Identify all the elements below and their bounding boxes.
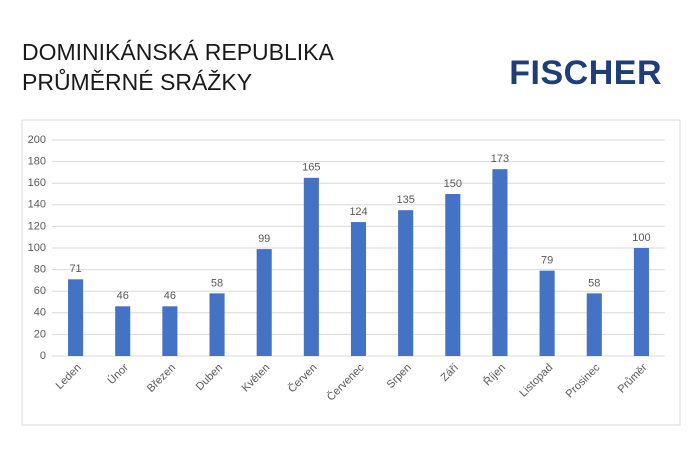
bar bbox=[68, 279, 84, 356]
y-tick-label: 60 bbox=[34, 285, 46, 297]
chart-subtitle: PRŮMĚRNÉ SRÁŽKY bbox=[22, 67, 252, 95]
bar bbox=[303, 177, 319, 356]
x-tick-label: Prosinec bbox=[564, 361, 603, 400]
x-tick-label: Říjen bbox=[481, 361, 508, 388]
y-tick-label: 120 bbox=[28, 220, 46, 232]
x-tick-label: Únor bbox=[105, 361, 131, 387]
x-tick-label: Září bbox=[439, 362, 461, 384]
x-tick-label: Červenec bbox=[324, 361, 367, 404]
y-tick-label: 200 bbox=[28, 134, 46, 146]
y-tick-label: 80 bbox=[34, 264, 46, 276]
bar bbox=[539, 270, 555, 356]
x-tick-label: Srpen bbox=[385, 362, 414, 391]
bar bbox=[398, 210, 414, 356]
data-label: 58 bbox=[211, 277, 223, 289]
bar bbox=[209, 293, 225, 356]
logo: FISCHER bbox=[509, 54, 662, 92]
data-label: 79 bbox=[541, 255, 553, 267]
chart-frame bbox=[21, 119, 681, 426]
bar bbox=[586, 293, 602, 356]
y-tick-label: 40 bbox=[34, 307, 46, 319]
data-label: 58 bbox=[588, 277, 600, 289]
chart-title: DOMINIKÁNSKÁ REPUBLIKA bbox=[22, 39, 335, 65]
x-tick-label: Červen bbox=[285, 361, 319, 395]
y-tick-label: 100 bbox=[28, 242, 46, 254]
bar bbox=[633, 248, 649, 356]
x-tick-label: Duben bbox=[194, 362, 225, 393]
data-label: 150 bbox=[444, 178, 462, 190]
data-label: 173 bbox=[491, 153, 509, 165]
x-tick-label: Březen bbox=[145, 362, 178, 395]
bar bbox=[162, 306, 178, 356]
x-tick-label: Listopad bbox=[517, 362, 555, 400]
x-tick-label: Leden bbox=[54, 362, 84, 392]
bar bbox=[445, 194, 461, 356]
y-tick-label: 20 bbox=[34, 328, 46, 340]
bar bbox=[115, 306, 131, 356]
data-label: 71 bbox=[69, 263, 81, 275]
data-label: 99 bbox=[258, 233, 270, 245]
data-label: 46 bbox=[164, 290, 176, 302]
bar bbox=[256, 249, 272, 356]
data-label: 46 bbox=[117, 290, 129, 302]
x-tick-label: Květen bbox=[240, 362, 273, 395]
y-tick-label: 180 bbox=[28, 156, 46, 168]
data-label: 100 bbox=[632, 232, 650, 244]
data-label: 165 bbox=[302, 162, 320, 174]
data-label: 124 bbox=[349, 206, 367, 218]
x-tick-label: Průměr bbox=[616, 361, 650, 395]
bar bbox=[350, 222, 367, 356]
data-label: 135 bbox=[396, 194, 414, 206]
y-tick-label: 160 bbox=[28, 177, 46, 189]
y-tick-label: 140 bbox=[28, 199, 46, 211]
bar bbox=[492, 169, 508, 356]
y-tick-label: 0 bbox=[40, 350, 46, 362]
